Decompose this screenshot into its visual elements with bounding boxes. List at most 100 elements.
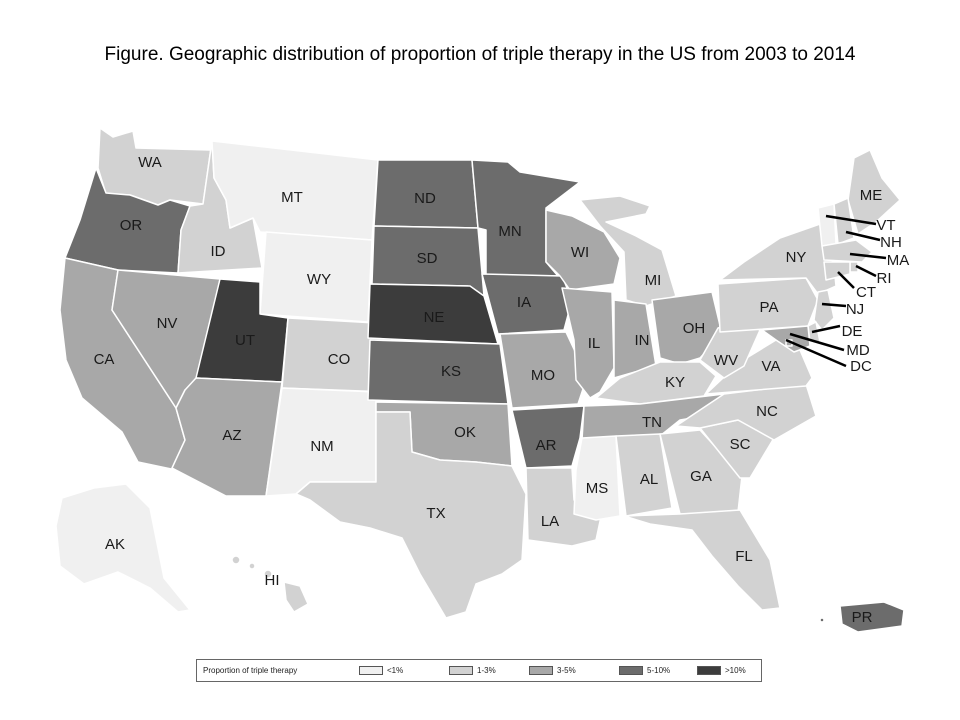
label-KS: KS — [441, 363, 461, 380]
label-AR: AR — [536, 437, 557, 454]
state-KS — [367, 339, 509, 405]
label-MD: MD — [846, 342, 869, 359]
leader-de — [811, 324, 841, 334]
leader-ri — [855, 264, 877, 278]
legend-title: Proportion of triple therapy — [203, 666, 298, 675]
label-MS: MS — [586, 480, 609, 497]
leader-md — [789, 332, 845, 352]
leader-nj — [821, 302, 847, 308]
label-NH: NH — [880, 234, 902, 251]
state-AR — [511, 405, 585, 469]
label-NY: NY — [786, 249, 807, 266]
state-LA — [525, 467, 603, 547]
label-ND: ND — [414, 190, 436, 207]
label-NJ: NJ — [846, 301, 864, 318]
legend-label: <1% — [387, 666, 404, 675]
label-MI: MI — [645, 272, 662, 289]
pr-islet — [819, 617, 825, 623]
label-VA: VA — [762, 358, 781, 375]
label-GA: GA — [690, 468, 712, 485]
legend-item-5-10: 5-10% — [619, 666, 670, 675]
map-legend: Proportion of triple therapy <1% 1-3% 3-… — [196, 659, 762, 682]
label-DE: DE — [842, 323, 863, 340]
label-LA: LA — [541, 513, 559, 530]
legend-label: 5-10% — [647, 666, 671, 675]
label-WI: WI — [571, 244, 589, 261]
label-NM: NM — [310, 438, 333, 455]
leader-nh — [845, 230, 881, 242]
label-OR: OR — [120, 217, 143, 234]
label-VT: VT — [876, 217, 895, 234]
legend-item-1-3: 1-3% — [449, 666, 496, 675]
legend-swatch — [697, 666, 721, 675]
state-MS — [573, 435, 621, 521]
label-MO: MO — [531, 367, 555, 384]
state-AK — [55, 483, 191, 613]
label-IN: IN — [635, 332, 650, 349]
label-WV: WV — [714, 352, 738, 369]
label-CO: CO — [328, 351, 351, 368]
label-PR: PR — [852, 609, 873, 626]
label-ID: ID — [211, 243, 226, 260]
label-SD: SD — [417, 250, 438, 267]
label-AK: AK — [105, 536, 125, 553]
label-NV: NV — [157, 315, 178, 332]
leader-vt — [825, 214, 877, 226]
label-PA: PA — [760, 299, 779, 316]
label-HI: HI — [265, 572, 280, 589]
state-GA — [659, 429, 743, 515]
legend-swatch — [619, 666, 643, 675]
state-IL — [561, 287, 615, 399]
label-MA: MA — [887, 252, 910, 269]
state-NE — [367, 283, 499, 345]
label-NE: NE — [424, 309, 445, 326]
legend-label: >10% — [725, 666, 746, 675]
state-MI — [579, 195, 677, 307]
legend-swatch — [449, 666, 473, 675]
legend-swatch — [359, 666, 383, 675]
label-WA: WA — [138, 154, 162, 171]
state-PR — [839, 601, 905, 633]
legend-label: 3-5% — [557, 666, 576, 675]
label-SC: SC — [730, 436, 751, 453]
state-NC — [675, 383, 817, 441]
label-MT: MT — [281, 189, 303, 206]
label-AL: AL — [640, 471, 658, 488]
label-OH: OH — [683, 320, 706, 337]
legend-swatch — [529, 666, 553, 675]
label-ME: ME — [860, 187, 883, 204]
state-VT — [817, 203, 837, 247]
state-AL — [615, 433, 673, 517]
label-TN: TN — [642, 414, 662, 431]
state-NJ — [813, 289, 835, 331]
label-UT: UT — [235, 332, 255, 349]
label-TX: TX — [426, 505, 445, 522]
label-CA: CA — [94, 351, 115, 368]
label-IL: IL — [588, 335, 601, 352]
label-MN: MN — [498, 223, 521, 240]
legend-item-gt10: >10% — [697, 666, 746, 675]
leader-ma — [849, 252, 887, 260]
state-CT — [823, 261, 851, 281]
state-WI — [545, 209, 621, 291]
label-IA: IA — [517, 294, 531, 311]
legend-label: 1-3% — [477, 666, 496, 675]
legend-item-lt1: <1% — [359, 666, 403, 675]
state-labels: WA OR CA ID NV MT WY UT AZ CO NM ND SD N… — [94, 154, 910, 626]
label-OK: OK — [454, 424, 476, 441]
leader-ct — [837, 271, 855, 289]
label-AZ: AZ — [222, 427, 241, 444]
label-RI: RI — [877, 270, 892, 287]
label-WY: WY — [307, 271, 331, 288]
label-KY: KY — [665, 374, 685, 391]
legend-item-3-5: 3-5% — [529, 666, 576, 675]
leader-dc — [785, 338, 847, 368]
figure-title: Figure. Geographic distribution of propo… — [104, 44, 856, 65]
state-HI — [231, 555, 309, 613]
label-FL: FL — [735, 548, 753, 565]
state-OH — [651, 291, 723, 365]
label-CT: CT — [856, 284, 876, 301]
label-NC: NC — [756, 403, 778, 420]
